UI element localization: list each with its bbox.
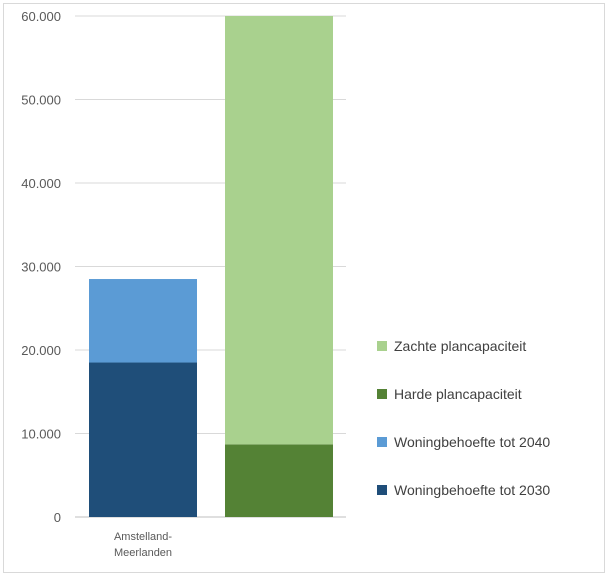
y-tick-label: 50.000 [21, 93, 61, 108]
y-tick-label: 0 [54, 510, 61, 525]
bars [89, 16, 333, 517]
x-category-label: Amstelland- [114, 531, 172, 543]
y-tick-label: 20.000 [21, 343, 61, 358]
y-tick-label: 40.000 [21, 176, 61, 191]
bar-segment [89, 279, 197, 363]
legend-label: Harde plancapaciteit [394, 386, 522, 402]
legend-label: Woningbehoefte tot 2030 [394, 482, 550, 498]
x-axis: Amstelland- Meerlanden [114, 531, 172, 559]
legend-swatch [377, 341, 387, 351]
y-tick-label: 10.000 [21, 427, 61, 442]
y-axis: 0 10.000 20.000 30.000 40.000 50.000 60.000 [21, 9, 61, 525]
legend-swatch [377, 485, 387, 495]
legend-label: Woningbehoefte tot 2040 [394, 434, 550, 450]
legend: Zachte plancapaciteit Harde plancapacitei… [377, 338, 550, 498]
y-tick-label: 60.000 [21, 9, 61, 24]
x-category-label: Meerlanden [114, 547, 172, 559]
y-tick-label: 30.000 [21, 260, 61, 275]
legend-swatch [377, 437, 387, 447]
legend-swatch [377, 389, 387, 399]
legend-label: Zachte plancapaciteit [394, 338, 526, 354]
bar-segment [225, 444, 333, 517]
bar-segment [225, 16, 333, 445]
bar-segment [89, 362, 197, 517]
